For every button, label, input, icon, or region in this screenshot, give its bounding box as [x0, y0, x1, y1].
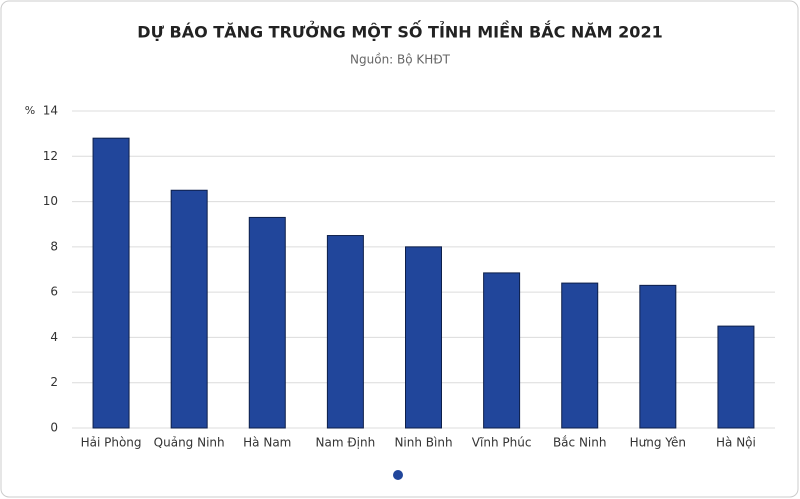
bar — [248, 216, 286, 429]
bar — [405, 246, 442, 429]
chart-subtitle: Nguồn: Bộ KHĐT — [350, 53, 451, 67]
y-tick-label: 14 — [43, 104, 58, 118]
x-tick-label: Hà Nam — [243, 436, 291, 450]
bar — [561, 282, 599, 429]
bar — [170, 189, 208, 429]
y-tick-label: 2 — [50, 375, 58, 389]
chart-title: DỰ BÁO TĂNG TRƯỞNG MỘT SỐ TỈNH MIỀN BẮC … — [137, 21, 662, 42]
x-tick-label: Vĩnh Phúc — [472, 436, 532, 450]
bar — [717, 325, 755, 429]
x-tick-label: Ninh Bình — [394, 436, 452, 450]
x-tick-label: Hưng Yên — [630, 436, 686, 450]
x-tick-label: Bắc Ninh — [553, 436, 607, 450]
y-tick-label: 0 — [50, 421, 58, 435]
x-tick-label: Quảng Ninh — [154, 436, 225, 450]
bar — [483, 272, 521, 429]
y-tick-label: 8 — [50, 239, 58, 253]
bar — [326, 235, 364, 429]
x-tick-label: Hà Nội — [716, 436, 756, 450]
y-tick-label: 4 — [50, 330, 58, 344]
x-tick-label: Nam Định — [316, 436, 376, 450]
bar — [639, 284, 677, 429]
y-tick-label: 12 — [43, 149, 58, 163]
y-axis-label: % — [25, 104, 35, 117]
y-tick-label: 6 — [50, 285, 58, 299]
page-indicator[interactable] — [393, 470, 403, 480]
y-tick-label: 10 — [43, 194, 58, 208]
x-tick-label: Hải Phòng — [81, 436, 142, 450]
bar — [92, 137, 130, 429]
